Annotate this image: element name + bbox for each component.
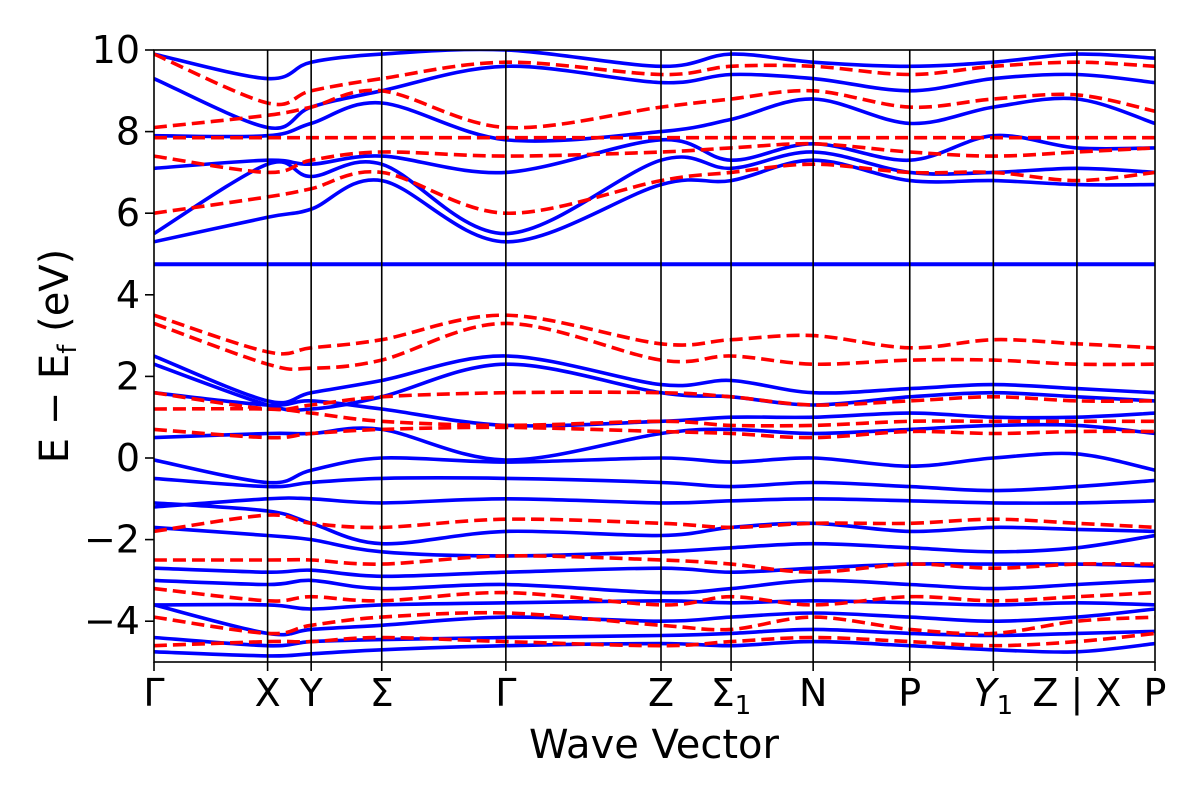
y-tick-label: 2 [116, 354, 140, 398]
y-tick-label: −2 [84, 518, 140, 562]
band-line [154, 162, 1155, 216]
y-axis-label: E − Ef (eV) [32, 249, 83, 464]
x-axis-label: Wave Vector [529, 722, 780, 768]
band-line [154, 362, 1155, 413]
x-tick-label: Z [648, 671, 674, 715]
band-line [154, 321, 1155, 372]
y-axis-ticks: −4 −2 0 2 4 6 8 10 [84, 28, 154, 643]
x-tick-label: N [799, 671, 827, 715]
high-symmetry-lines [266, 50, 1078, 662]
x-tick-label: Γ [143, 671, 164, 715]
y-axis-label-lead: E − E [32, 354, 78, 464]
x-tick-label: Y1 [973, 671, 1013, 721]
band-line [154, 354, 1155, 405]
plot-frame [153, 49, 1156, 663]
y-axis-label-tail: (eV) [32, 249, 78, 345]
x-tick-label: Σ [370, 671, 394, 715]
band-line [154, 133, 1155, 175]
bands-layer [154, 50, 1155, 658]
x-tick-label: Y [299, 671, 324, 715]
x-tick-label: Γ [495, 671, 516, 715]
x-tick-label: Σ1 [711, 671, 752, 721]
band-line [154, 313, 1155, 356]
y-tick-label: 0 [116, 436, 140, 480]
band-line [154, 476, 1155, 493]
x-tick-label: Z | X [1032, 671, 1121, 716]
band-series-1 [154, 52, 1155, 648]
x-axis-ticks: Γ X Y Σ Γ Z Σ1 N P Y1 Z | X P [143, 662, 1166, 721]
band-series-0 [154, 50, 1155, 658]
x-tick-label: P [898, 671, 921, 715]
y-tick-label: 6 [116, 191, 140, 235]
x-tick-label: X [255, 671, 281, 715]
y-tick-label: 4 [116, 273, 140, 317]
band-line [154, 496, 1155, 509]
band-line [154, 561, 1155, 579]
band-line [154, 525, 1155, 558]
band-line [154, 578, 1155, 595]
y-tick-label: −4 [84, 599, 140, 643]
x-tick-label: P [1144, 671, 1167, 715]
band-line [154, 141, 1155, 175]
y-tick-label: 8 [116, 110, 140, 154]
y-tick-label: 10 [92, 28, 140, 72]
band-line [154, 451, 1155, 485]
y-axis-label-sub: f [53, 344, 83, 354]
